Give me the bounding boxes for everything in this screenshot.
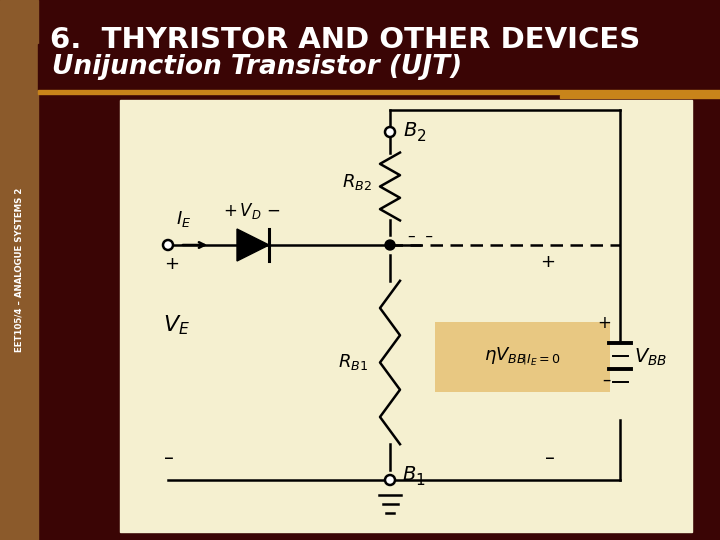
Text: +: + xyxy=(540,253,555,271)
Text: EET105/4 – ANALOGUE SYSTEMS 2: EET105/4 – ANALOGUE SYSTEMS 2 xyxy=(14,188,24,352)
Text: $\mathbf{\mathit{B}}$: $\mathbf{\mathit{B}}$ xyxy=(403,120,417,139)
Bar xyxy=(120,100,692,532)
Text: $\mathbf{\mathit{2}}$: $\mathbf{\mathit{2}}$ xyxy=(416,128,426,144)
Bar xyxy=(38,90,720,94)
Text: $\mathit{R}_{\mathit{B}1}$: $\mathit{R}_{\mathit{B}1}$ xyxy=(338,353,368,373)
Text: $\mathbf{\mathit{B}}$: $\mathbf{\mathit{B}}$ xyxy=(402,464,416,483)
Text: –: – xyxy=(602,370,610,388)
Text: 6.  THYRISTOR AND OTHER DEVICES: 6. THYRISTOR AND OTHER DEVICES xyxy=(50,26,640,54)
Text: $\mathbf{\mathit{I}_{\mathit{E}}}$: $\mathbf{\mathit{I}_{\mathit{E}}}$ xyxy=(176,209,192,229)
Bar xyxy=(38,44,720,90)
Polygon shape xyxy=(237,229,269,261)
Bar xyxy=(560,95,720,98)
Text: $\mathit{R}_{\mathit{B}2}$: $\mathit{R}_{\mathit{B}2}$ xyxy=(342,172,372,192)
Circle shape xyxy=(163,240,173,250)
Circle shape xyxy=(385,127,395,137)
Text: –: – xyxy=(545,449,555,468)
Text: $\mathbf{\mathit{1}}$: $\mathbf{\mathit{1}}$ xyxy=(415,472,426,488)
Text: –: – xyxy=(164,449,174,468)
Text: +: + xyxy=(164,255,179,273)
Circle shape xyxy=(385,240,395,250)
Text: $+\,\mathbf{\mathit{V}_{\mathit{D}}}\,-$: $+\,\mathbf{\mathit{V}_{\mathit{D}}}\,-$ xyxy=(223,201,281,221)
Text: –  –: – – xyxy=(408,229,433,244)
Bar xyxy=(0,0,38,540)
Circle shape xyxy=(385,475,395,485)
Text: $\mathbf{\mathit{V}_{\mathit{BB}}}$: $\mathbf{\mathit{V}_{\mathit{BB}}}$ xyxy=(634,347,667,368)
Text: $\mathbf{\mathit{V}_{\mathit{E}}}$: $\mathbf{\mathit{V}_{\mathit{E}}}$ xyxy=(163,313,190,337)
Text: Unijunction Transistor (UJT): Unijunction Transistor (UJT) xyxy=(52,54,462,80)
Bar xyxy=(435,322,610,392)
Text: +: + xyxy=(597,314,611,332)
Text: $\eta V_{BB}\!\left|_{I_E=0}\right.$: $\eta V_{BB}\!\left|_{I_E=0}\right.$ xyxy=(484,346,561,368)
